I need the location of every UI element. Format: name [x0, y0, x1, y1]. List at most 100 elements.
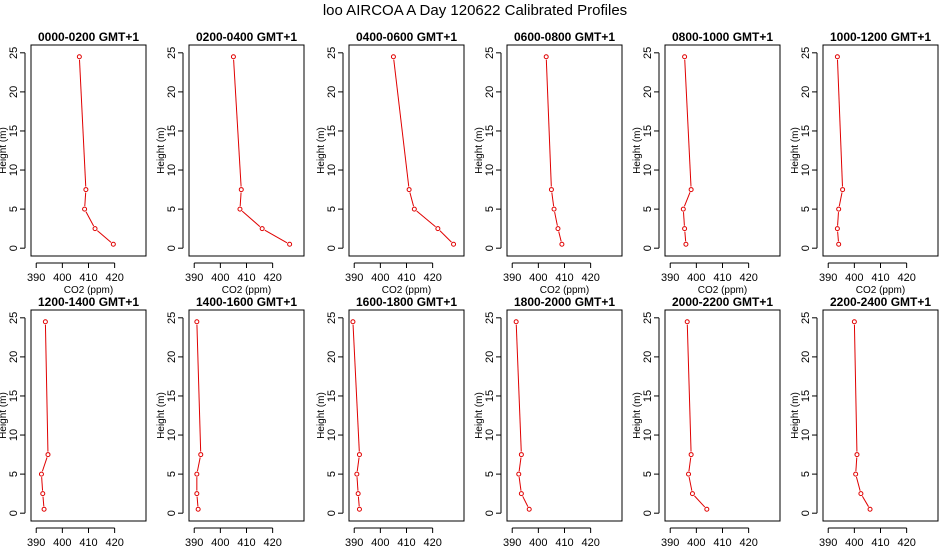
profile-segment: [682, 212, 685, 226]
y-tick-label: 0: [484, 245, 496, 251]
data-point: [238, 187, 244, 193]
x-tick-label: 420: [739, 272, 757, 284]
panel-title: 0600-0800 GMT+1: [514, 30, 615, 44]
y-tick-label: 25: [484, 312, 496, 324]
data-point: [518, 452, 524, 458]
data-point: [683, 241, 689, 247]
plot-frame: [348, 309, 465, 522]
y-tick-label: 0: [166, 245, 178, 251]
data-point: [682, 226, 688, 232]
data-point: [682, 54, 688, 60]
data-point: [516, 471, 522, 477]
y-tick-label: 5: [326, 471, 338, 477]
data-point: [92, 226, 98, 232]
y-tick-label: 10: [484, 429, 496, 441]
y-axis-label: Height (m): [790, 392, 801, 439]
y-tick-label: 0: [800, 510, 812, 516]
y-tick-label: 5: [166, 206, 178, 212]
y-tick-label: 15: [8, 390, 20, 402]
y-tick-label: 15: [166, 125, 178, 137]
profile-segment: [439, 230, 452, 243]
profile-segment: [855, 457, 858, 472]
y-tick-label: 20: [642, 351, 654, 363]
profile-segment: [855, 476, 861, 491]
x-axis-label: CO2 (ppm): [382, 285, 431, 296]
y-axis-label: Height (m): [790, 127, 801, 174]
x-tick-label: 400: [371, 272, 389, 284]
x-tick-label: 410: [397, 272, 415, 284]
panel-title: 1200-1400 GMT+1: [38, 295, 139, 309]
x-tick-label: 390: [27, 272, 45, 284]
data-point: [684, 319, 690, 325]
data-point: [688, 187, 694, 193]
x-tick-label: 420: [897, 272, 915, 284]
data-point: [194, 471, 200, 477]
y-tick-label: 5: [326, 206, 338, 212]
panel-title: 1000-1200 GMT+1: [830, 30, 931, 44]
x-tick-label: 390: [819, 537, 837, 549]
x-tick-label: 400: [211, 537, 229, 549]
plot-frame: [348, 44, 465, 257]
y-tick-label: 10: [8, 429, 20, 441]
profile-segment: [694, 495, 706, 508]
x-tick-label: 420: [105, 537, 123, 549]
data-point: [680, 206, 686, 212]
profile-segment: [551, 192, 555, 207]
y-tick-label: 25: [800, 312, 812, 324]
data-point: [82, 206, 88, 212]
data-point: [259, 226, 265, 232]
profile-segment: [838, 192, 843, 207]
y-tick-label: 25: [166, 312, 178, 324]
y-tick-label: 25: [642, 47, 654, 59]
data-point: [76, 54, 82, 60]
y-axis-label: Height (m): [632, 392, 643, 439]
data-point: [836, 206, 842, 212]
y-tick-label: 20: [642, 86, 654, 98]
data-point: [526, 506, 532, 512]
x-tick-label: 390: [185, 537, 203, 549]
y-tick-label: 10: [800, 429, 812, 441]
x-axis-label: CO2 (ppm): [698, 285, 747, 296]
x-tick-label: 420: [263, 272, 281, 284]
y-tick-label: 5: [800, 206, 812, 212]
x-tick-label: 410: [713, 537, 731, 549]
y-axis-label: Height (m): [316, 392, 327, 439]
page-title: loo AIRCOA A Day 120622 Calibrated Profi…: [322, 2, 628, 19]
y-tick-label: 15: [8, 125, 20, 137]
x-tick-label: 410: [713, 272, 731, 284]
y-tick-label: 5: [642, 206, 654, 212]
y-tick-label: 15: [800, 390, 812, 402]
profile-segment: [264, 229, 288, 244]
x-tick-label: 390: [345, 537, 363, 549]
plot-frame: [188, 44, 305, 257]
x-tick-label: 400: [53, 272, 71, 284]
profile-segment: [515, 324, 522, 452]
y-axis-label: Height (m): [0, 127, 9, 174]
panel-title: 0400-0600 GMT+1: [356, 30, 457, 44]
profile-segment: [352, 324, 360, 452]
x-tick-label: 410: [397, 537, 415, 549]
data-point: [689, 491, 695, 497]
y-tick-label: 25: [326, 47, 338, 59]
profile-segment: [96, 230, 112, 243]
x-tick-label: 400: [687, 537, 705, 549]
data-point: [559, 241, 565, 247]
y-tick-label: 20: [800, 351, 812, 363]
data-point: [41, 506, 47, 512]
profile-segment: [861, 495, 869, 507]
x-tick-label: 390: [503, 272, 521, 284]
x-tick-label: 400: [529, 537, 547, 549]
data-point: [110, 241, 116, 247]
data-point: [451, 241, 457, 247]
y-tick-label: 10: [166, 429, 178, 441]
data-point: [688, 452, 694, 458]
x-axis-label: CO2 (ppm): [222, 285, 271, 296]
x-tick-label: 390: [503, 537, 521, 549]
x-tick-label: 420: [263, 537, 281, 549]
x-axis-label: CO2 (ppm): [856, 285, 905, 296]
data-point: [686, 471, 692, 477]
